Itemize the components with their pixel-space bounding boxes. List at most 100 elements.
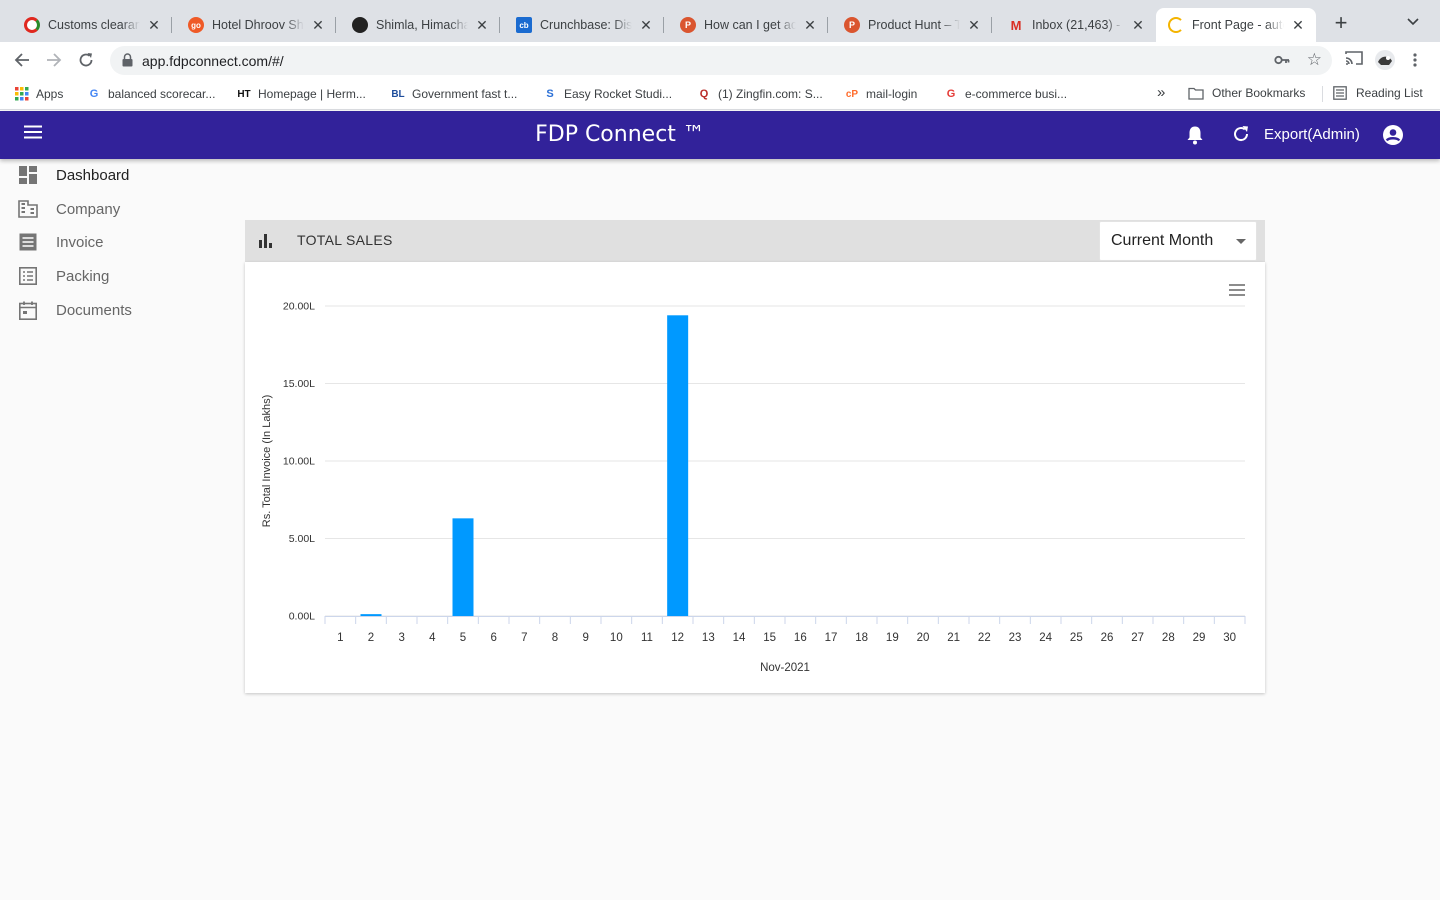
hamburger-menu-icon[interactable] bbox=[24, 125, 42, 139]
account-circle-icon[interactable] bbox=[1383, 125, 1403, 145]
sidebar-item-dashboard[interactable]: Dashboard bbox=[18, 163, 218, 187]
browser-tab[interactable]: M Inbox (21,463) - gmail ✕ bbox=[996, 8, 1156, 42]
x-tick-label: 7 bbox=[521, 632, 527, 644]
invoice-icon bbox=[18, 232, 38, 252]
x-tick-label: 24 bbox=[1039, 632, 1052, 644]
browser-tab[interactable]: go Hotel Dhroov Shimla ✕ bbox=[176, 8, 336, 42]
close-tab-icon[interactable]: ✕ bbox=[804, 16, 816, 33]
sidebar-item-packing[interactable]: Packing bbox=[18, 264, 218, 288]
reload-button[interactable] bbox=[74, 48, 98, 72]
dropdown-caret-icon bbox=[1236, 239, 1246, 244]
x-tick-label: 13 bbox=[702, 632, 715, 644]
tab-separator bbox=[171, 17, 172, 33]
crunchbase-icon: cb bbox=[516, 17, 532, 33]
bookmark-item[interactable]: Q (1) Zingfin.com: S... bbox=[696, 86, 823, 102]
browser-tab[interactable]: Shimla, Himachal Pradesh ✕ bbox=[340, 8, 500, 42]
period-selected-value: Current Month bbox=[1111, 232, 1214, 249]
bookmark-label: Homepage | Herm... bbox=[258, 87, 366, 101]
sidebar-item-label: Company bbox=[56, 200, 121, 218]
quora-icon: Q bbox=[699, 88, 709, 100]
bookmark-label: (1) Zingfin.com: S... bbox=[718, 87, 823, 101]
x-tick-label: 11 bbox=[641, 632, 653, 644]
lock-icon bbox=[122, 53, 133, 67]
bookmark-item[interactable]: cP mail-login bbox=[844, 86, 917, 102]
close-tab-icon[interactable]: ✕ bbox=[1132, 16, 1144, 33]
bookmark-item[interactable]: BL Government fast t... bbox=[390, 86, 517, 102]
sidebar-item-invoice[interactable]: Invoice bbox=[18, 230, 218, 254]
sidebar-item-documents[interactable]: Documents bbox=[18, 298, 218, 322]
bookmark-item[interactable]: S Easy Rocket Studi... bbox=[542, 86, 672, 102]
close-tab-icon[interactable]: ✕ bbox=[476, 16, 488, 33]
dashboard-icon bbox=[18, 165, 38, 185]
goibibo-icon: go bbox=[188, 17, 204, 33]
app-title: FDP Connect ™ bbox=[535, 122, 705, 147]
x-tick-label: 6 bbox=[490, 632, 496, 644]
chart-menu-icon[interactable] bbox=[1229, 284, 1245, 296]
export-admin-button[interactable]: Export(Admin) bbox=[1264, 126, 1360, 143]
bookmark-item[interactable]: HT Homepage | Herm... bbox=[236, 86, 366, 102]
password-key-icon[interactable] bbox=[1274, 52, 1290, 68]
s-logo-icon: S bbox=[546, 88, 554, 100]
close-tab-icon[interactable]: ✕ bbox=[312, 16, 324, 33]
close-tab-icon[interactable]: ✕ bbox=[640, 16, 652, 33]
y-axis-title: Rs. Total Invoice (In Lakhs) bbox=[261, 395, 273, 527]
producthunt-icon: P bbox=[844, 17, 860, 33]
bookmark-star-icon[interactable]: ☆ bbox=[1306, 50, 1322, 69]
browser-tab[interactable]: cb Crunchbase: Discover ✕ bbox=[504, 8, 664, 42]
refresh-icon[interactable] bbox=[1232, 125, 1250, 143]
sidebar-item-label: Packing bbox=[56, 267, 110, 285]
y-tick-label: 10.00L bbox=[283, 456, 315, 468]
browser-tab[interactable]: P How can I get access ✕ bbox=[668, 8, 828, 42]
folder-icon bbox=[1188, 87, 1204, 100]
forward-button[interactable] bbox=[42, 48, 66, 72]
address-bar[interactable]: app.fdpconnect.com/#/ ☆ bbox=[110, 46, 1332, 75]
browser-menu-icon[interactable] bbox=[1413, 53, 1417, 72]
total-sales-card-header: TOTAL SALES bbox=[245, 220, 1265, 262]
profile-avatar-icon[interactable] bbox=[1374, 49, 1396, 71]
gmail-icon: M bbox=[1010, 17, 1022, 33]
bar-chart-icon bbox=[259, 234, 272, 248]
bookmark-label: balanced scorecar... bbox=[108, 87, 216, 101]
x-tick-label: 29 bbox=[1193, 632, 1206, 644]
sidebar-item-label: Dashboard bbox=[56, 166, 130, 184]
company-building-icon bbox=[18, 199, 38, 219]
x-tick-label: 18 bbox=[855, 632, 868, 644]
bookmark-label: e-commerce busi... bbox=[965, 87, 1068, 101]
browser-tab[interactable]: Front Page - automation ✕ bbox=[1156, 8, 1316, 42]
bar-day-2 bbox=[360, 614, 382, 616]
x-tick-label: 26 bbox=[1101, 632, 1114, 644]
url-text: app.fdpconnect.com/#/ bbox=[142, 53, 284, 69]
reading-list[interactable]: Reading List bbox=[1333, 86, 1423, 100]
y-tick-label: 0.00L bbox=[289, 611, 315, 623]
x-tick-label: 3 bbox=[398, 632, 404, 644]
x-tick-label: 19 bbox=[886, 632, 899, 644]
new-tab-button[interactable]: + bbox=[1334, 10, 1348, 35]
sidebar-item-company[interactable]: Company bbox=[18, 197, 218, 221]
red-c-icon bbox=[24, 17, 40, 33]
bar-day-12 bbox=[667, 315, 689, 616]
back-button[interactable] bbox=[10, 48, 34, 72]
x-tick-label: 23 bbox=[1009, 632, 1022, 644]
tab-search-icon[interactable] bbox=[1407, 14, 1419, 29]
browser-tab[interactable]: Customs clearance ✕ bbox=[12, 8, 172, 42]
x-tick-label: 28 bbox=[1162, 632, 1175, 644]
period-select[interactable]: Current Month bbox=[1099, 221, 1257, 261]
cp-icon: cP bbox=[845, 88, 859, 100]
close-tab-icon[interactable]: ✕ bbox=[1292, 16, 1304, 33]
notification-bell-icon[interactable] bbox=[1186, 125, 1204, 145]
close-tab-icon[interactable]: ✕ bbox=[148, 16, 160, 33]
browser-toolbar: app.fdpconnect.com/#/ ☆ bbox=[0, 42, 1440, 78]
bookmarks-overflow-button[interactable]: » bbox=[1157, 84, 1166, 101]
close-tab-icon[interactable]: ✕ bbox=[968, 16, 980, 33]
browser-tab[interactable]: P Product Hunt – The best ✕ bbox=[832, 8, 992, 42]
tab-separator bbox=[663, 17, 664, 33]
y-tick-label: 20.00L bbox=[283, 301, 315, 313]
bookmark-item[interactable]: Apps bbox=[14, 86, 63, 102]
other-bookmarks[interactable]: Other Bookmarks bbox=[1188, 86, 1305, 100]
x-tick-label: 12 bbox=[671, 632, 684, 644]
x-tick-label: 17 bbox=[825, 632, 838, 644]
x-tick-label: 27 bbox=[1131, 632, 1144, 644]
cast-icon[interactable] bbox=[1345, 50, 1363, 66]
